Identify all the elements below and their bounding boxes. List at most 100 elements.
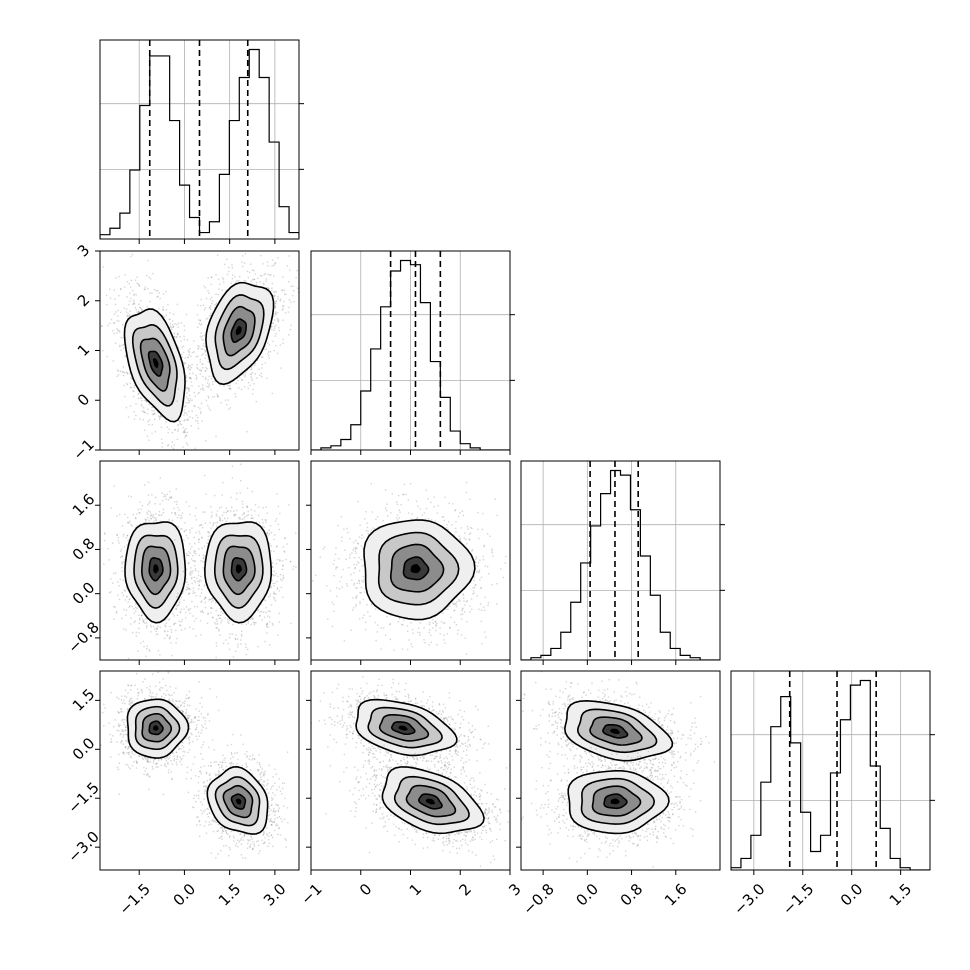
scatter-point xyxy=(179,611,182,614)
scatter-point xyxy=(270,586,272,589)
scatter-point xyxy=(114,342,117,344)
scatter-point xyxy=(137,397,140,399)
scatter-point xyxy=(160,426,163,429)
scatter-point xyxy=(211,378,213,380)
scatter-point xyxy=(196,364,198,366)
scatter-point xyxy=(228,266,230,269)
scatter-point xyxy=(119,513,121,516)
scatter-point xyxy=(198,541,200,543)
scatter-point xyxy=(274,335,276,337)
scatter-point xyxy=(183,539,185,541)
scatter-point xyxy=(191,576,193,579)
scatter-point xyxy=(275,300,277,303)
scatter-point xyxy=(185,405,187,407)
scatter-point xyxy=(198,322,200,325)
scatter-point xyxy=(199,412,202,415)
scatter-point xyxy=(176,303,179,306)
scatter-point xyxy=(200,323,203,325)
histogram-step xyxy=(731,679,930,870)
scatter-point xyxy=(254,373,256,375)
scatter-point xyxy=(121,563,123,565)
scatter-point xyxy=(274,262,277,264)
scatter-point xyxy=(207,384,210,387)
scatter-point xyxy=(213,522,215,524)
scatter-point xyxy=(157,625,159,627)
scatter-point xyxy=(204,601,206,604)
scatter-point xyxy=(199,579,201,581)
scatter-point xyxy=(270,550,273,552)
scatter-point xyxy=(169,318,171,320)
scatter-point xyxy=(224,517,226,520)
scatter-point xyxy=(144,521,147,524)
scatter-point xyxy=(266,632,268,634)
scatter-point xyxy=(201,348,204,350)
scatter-point xyxy=(261,367,263,369)
scatter-point xyxy=(209,409,211,411)
scatter-point xyxy=(176,400,178,402)
scatter-point xyxy=(147,510,150,512)
scatter-point xyxy=(274,534,276,536)
scatter-point xyxy=(192,555,194,557)
scatter-point xyxy=(171,519,174,522)
scatter-point xyxy=(151,406,153,408)
scatter-point xyxy=(166,426,168,428)
scatter-point xyxy=(126,296,128,298)
scatter-point xyxy=(201,547,203,549)
scatter-point xyxy=(112,329,114,332)
scatter-point xyxy=(120,311,122,313)
scatter-point xyxy=(169,625,171,628)
scatter-point xyxy=(192,560,194,562)
scatter-point xyxy=(210,283,212,286)
scatter-point xyxy=(232,656,235,658)
scatter-point xyxy=(164,619,166,621)
scatter-point xyxy=(183,325,185,327)
scatter-point xyxy=(146,511,148,514)
scatter-point xyxy=(274,291,276,293)
scatter-point xyxy=(108,559,110,561)
scatter-point xyxy=(147,408,149,410)
scatter-point xyxy=(197,427,200,430)
scatter-point xyxy=(191,572,193,574)
scatter-point xyxy=(187,593,190,595)
scatter-point xyxy=(187,458,188,459)
scatter-point xyxy=(219,517,221,520)
scatter-point xyxy=(123,546,126,548)
scatter-point xyxy=(285,293,287,296)
scatter-point xyxy=(204,555,207,558)
scatter-point xyxy=(188,364,190,367)
scatter-point xyxy=(152,413,155,415)
scatter-point xyxy=(198,369,201,371)
scatter-point xyxy=(127,317,129,319)
scatter-point xyxy=(211,511,213,513)
scatter-point xyxy=(184,522,186,524)
scatter-point xyxy=(119,345,121,348)
scatter-point xyxy=(127,516,129,519)
scatter-point xyxy=(116,533,118,536)
scatter-point xyxy=(189,377,191,379)
scatter-point xyxy=(132,303,134,305)
scatter-point xyxy=(132,299,135,302)
scatter-point xyxy=(136,513,138,515)
scatter-point xyxy=(193,576,196,578)
scatter-point xyxy=(185,402,187,404)
scatter-point xyxy=(173,326,175,328)
scatter-point xyxy=(177,506,179,509)
scatter-point xyxy=(200,592,203,594)
scatter-point xyxy=(137,310,140,312)
scatter-point xyxy=(272,624,274,626)
scatter-point xyxy=(103,563,105,565)
scatter-point xyxy=(244,374,246,376)
scatter-point xyxy=(210,612,212,614)
scatter-point xyxy=(239,376,241,379)
scatter-point xyxy=(228,270,230,273)
scatter-point xyxy=(122,337,124,339)
scatter-point xyxy=(277,298,279,300)
scatter-point xyxy=(194,569,197,572)
scatter-point xyxy=(195,617,197,620)
scatter-point xyxy=(270,604,273,606)
scatter-point xyxy=(244,385,246,388)
scatter-point xyxy=(179,420,181,422)
scatter-point xyxy=(113,322,115,324)
scatter-point xyxy=(146,621,148,624)
scatter-point xyxy=(235,634,237,636)
